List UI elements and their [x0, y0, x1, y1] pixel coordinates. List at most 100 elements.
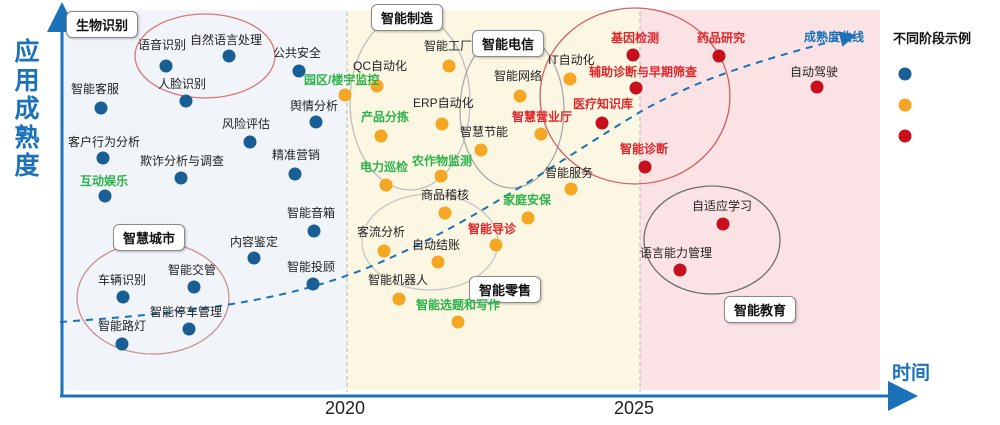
point-smart-diag	[638, 160, 652, 174]
ellipse-bio	[134, 13, 276, 99]
point-home-security	[521, 211, 535, 225]
tick-2020: 2020	[325, 398, 366, 418]
point-smart-cs	[94, 101, 108, 115]
legend-dot-stage-1	[898, 67, 912, 81]
label-robot: 智能机器人	[368, 273, 429, 287]
label-parking: 智能停车管理	[150, 305, 223, 319]
label-speech: 语音识别	[138, 38, 187, 52]
point-behavior	[96, 151, 110, 165]
point-traffic-analysis	[377, 244, 391, 258]
point-traffic	[187, 280, 201, 294]
point-power-patrol	[379, 178, 393, 192]
point-medical-kb	[595, 116, 609, 130]
label-park-monitor: 园区/楼宇监控	[304, 73, 380, 87]
group-tag-city: 智慧城市	[113, 224, 186, 251]
label-nlp: 自然语言处理	[190, 33, 263, 47]
point-content-audit	[247, 251, 261, 265]
label-gene: 基因检测	[611, 31, 660, 45]
label-business-hall: 智慧营业厅	[512, 110, 573, 124]
label-smart-cs: 智能客服	[71, 82, 120, 96]
point-risk	[243, 135, 257, 149]
label-fraud: 欺诈分析与调查	[140, 154, 225, 168]
point-network	[513, 89, 527, 103]
legend-title: 不同阶段示例	[893, 31, 972, 46]
ellipse-education	[643, 185, 781, 295]
point-robot	[392, 292, 406, 306]
point-opinion	[309, 115, 323, 129]
group-tag-retail: 智能零售	[469, 276, 542, 303]
maturity-curve	[59, 31, 856, 323]
label-sorting: 产品分拣	[361, 110, 410, 124]
label-energy: 智慧节能	[460, 125, 509, 139]
label-drug: 药品研究	[697, 31, 746, 45]
label-medical-kb: 医疗知识库	[573, 97, 634, 111]
label-smart-advert: 智能投顾	[287, 260, 336, 274]
label-diagnosis-screen: 辅助诊断与早期筛查	[589, 65, 698, 79]
label-farm: 农作物监测	[412, 154, 473, 168]
legend-dot-stage-2	[898, 98, 912, 112]
point-language	[673, 263, 687, 277]
label-face: 人脸识别	[158, 77, 207, 91]
point-speech	[159, 59, 173, 73]
point-adaptive	[716, 217, 730, 231]
label-interactive-ent: 互动娱乐	[80, 174, 129, 188]
label-behavior: 客户行为分析	[68, 135, 141, 149]
label-qc: QC自动化	[353, 59, 408, 73]
label-precision-mkt: 精准营销	[272, 148, 321, 162]
group-tag-manufacturing: 智能制造	[371, 4, 444, 31]
point-sorting	[374, 129, 388, 143]
point-nlp	[222, 49, 236, 63]
point-parking	[182, 322, 196, 336]
point-vehicle	[116, 290, 130, 304]
label-vehicle: 车辆识别	[98, 273, 147, 287]
group-tag-bio: 生物识别	[66, 11, 139, 38]
label-traffic: 智能交管	[168, 263, 217, 277]
point-smart-advert	[306, 277, 320, 291]
point-public-safety	[292, 64, 306, 78]
point-precision-mkt	[288, 167, 302, 181]
label-smart-service: 智能服务	[545, 166, 594, 180]
x-axis-label: 时间	[892, 363, 931, 384]
label-traffic-analysis: 客流分析	[357, 225, 406, 239]
label-checkout: 自动结账	[412, 238, 461, 252]
point-writing	[451, 315, 465, 329]
point-interactive-ent	[98, 189, 112, 203]
point-energy	[474, 143, 488, 157]
point-gene	[626, 48, 640, 62]
point-checkout	[431, 255, 445, 269]
label-autodrive: 自动驾驶	[790, 65, 839, 79]
point-smart-service	[564, 182, 578, 196]
label-smart-speaker: 智能音箱	[287, 206, 336, 220]
label-goods-check: 商品稽核	[421, 188, 470, 202]
region-late	[640, 10, 880, 390]
ellipse-medical	[539, 7, 731, 185]
label-content-audit: 内容鉴定	[230, 235, 279, 249]
label-it-auto: IT自动化	[548, 53, 595, 67]
group-tag-education: 智能教育	[724, 296, 797, 323]
label-power-patrol: 电力巡检	[360, 160, 409, 174]
point-farm	[434, 169, 448, 183]
label-streetlight: 智能路灯	[98, 319, 147, 333]
point-factory	[442, 59, 456, 73]
y-axis-label: 应用成熟度	[14, 38, 40, 180]
point-face	[179, 94, 193, 108]
point-it-auto	[563, 72, 577, 86]
point-fraud	[174, 171, 188, 185]
label-adaptive: 自适应学习	[692, 199, 753, 213]
point-streetlight	[115, 337, 129, 351]
group-tag-telecom: 智能电信	[472, 30, 545, 57]
label-erp: ERP自动化	[413, 96, 474, 110]
point-guide	[489, 238, 503, 252]
point-autodrive	[810, 80, 824, 94]
label-language: 语言能力管理	[640, 246, 713, 260]
label-network: 智能网络	[494, 69, 543, 83]
legend-dot-stage-3	[898, 129, 912, 143]
label-risk: 风险评估	[222, 117, 271, 131]
label-home-security: 家庭安保	[503, 193, 552, 207]
label-smart-diag: 智能诊断	[620, 142, 669, 156]
curve-label: 成熟度曲线	[804, 30, 865, 44]
tick-2025: 2025	[614, 398, 655, 418]
point-smart-speaker	[307, 224, 321, 238]
point-business-hall	[534, 127, 548, 141]
